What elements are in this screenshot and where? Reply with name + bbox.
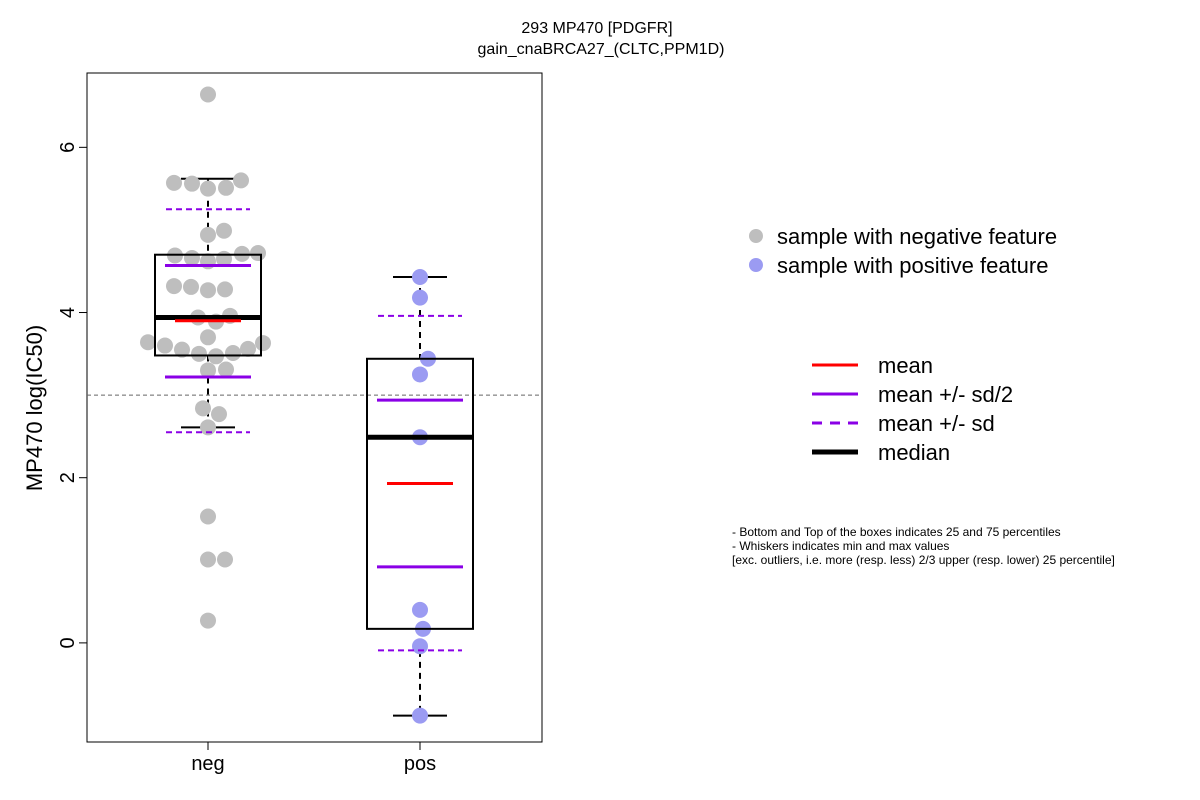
data-point-neg [255,335,271,352]
data-point-neg [200,612,216,629]
data-point-neg [211,406,227,423]
legend-line-label: median [878,440,950,465]
chart-title: 293 MP470 [PDGFR] [521,20,672,37]
plot-frame [86,72,543,743]
x-tick-label: pos [404,753,436,775]
legend-line-label: mean +/- sd/2 [878,382,1013,407]
legend: sample with negative feature sample with … [749,224,1057,465]
data-point-pos [412,269,428,286]
box-pos [366,357,474,630]
y-tick-label: 2 [57,472,79,483]
data-point-neg [200,551,216,568]
data-point-neg [240,340,256,357]
data-point-neg [218,361,234,378]
data-point-neg [140,334,156,351]
y-tick-label: 4 [57,307,79,318]
data-point-neg [200,282,216,299]
x-tick-label: neg [191,753,224,775]
data-point-neg [217,281,233,298]
footnote-line: [exc. outliers, i.e. more (resp. less) 2… [732,553,1115,567]
data-point-neg [200,329,216,346]
data-point-neg [217,551,233,568]
data-point-neg [184,175,200,192]
footnotes: - Bottom and Top of the boxes indicates … [732,525,1115,567]
footnote-line: - Bottom and Top of the boxes indicates … [732,525,1061,539]
data-point-neg [166,278,182,295]
data-point-neg [166,174,182,191]
plot-area [87,86,542,724]
x-axis: neg pos [191,742,436,775]
data-point-neg [157,337,173,354]
data-point-neg [200,180,216,197]
chart-subtitle: gain_cnaBRCA27_(CLTC,PPM1D) [478,41,725,58]
data-point-pos [412,289,428,306]
data-point-neg [216,222,232,239]
data-point-pos [412,601,428,618]
data-point-neg [233,172,249,189]
y-tick-label: 6 [57,142,79,153]
data-point-neg [200,226,216,243]
legend-line-label: mean +/- sd [878,411,995,436]
legend-marker [749,229,763,243]
legend-marker [749,258,763,272]
footnote-line: - Whiskers indicates min and max values [732,539,949,553]
data-point-neg [225,344,241,361]
legend-point-label: sample with negative feature [777,224,1057,249]
data-point-neg [191,345,207,362]
data-point-neg [200,86,216,103]
data-point-neg [250,245,266,262]
box-neg [154,253,262,357]
legend-point-label: sample with positive feature [777,253,1048,278]
legend-line-label: mean [878,353,933,378]
y-axis: 0 2 4 6 [57,142,87,648]
data-point-pos [412,638,428,655]
data-point-neg [184,250,200,267]
data-point-neg [200,508,216,525]
data-point-neg [218,179,234,196]
y-tick-label: 0 [57,637,79,648]
data-point-pos [412,366,428,383]
data-point-neg [195,400,211,417]
data-point-neg [200,362,216,379]
data-point-pos [412,707,428,724]
data-point-neg [183,278,199,295]
data-point-neg [174,341,190,358]
y-axis-label: MP470 log(IC50) [22,325,47,491]
